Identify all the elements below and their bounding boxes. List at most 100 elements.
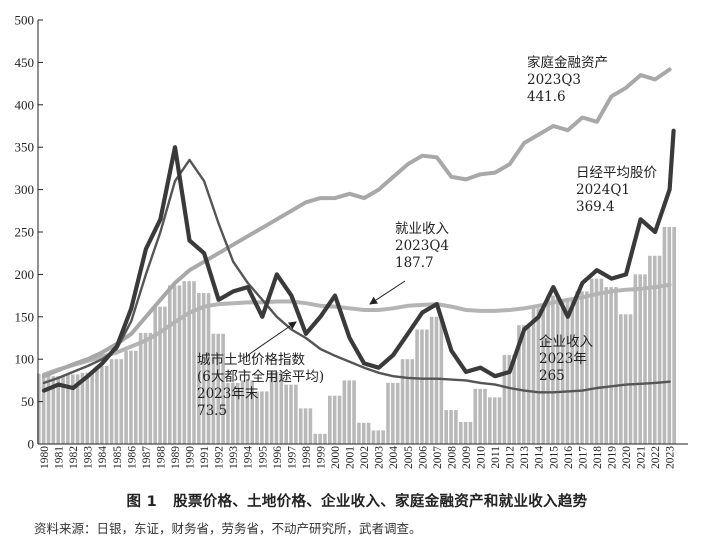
- corporate-income-bar: [589, 278, 594, 444]
- corporate-income-bar: [386, 382, 390, 444]
- x-tick-label: 1996: [272, 446, 284, 469]
- x-tick-label: 1980: [39, 446, 51, 469]
- corporate-income-bar: [594, 278, 599, 444]
- corporate-income-bar: [66, 374, 70, 444]
- svg-text:265: 265: [539, 368, 565, 384]
- x-tick-label: 1984: [97, 446, 109, 469]
- corporate-income-bar: [148, 332, 153, 444]
- corporate-income-bar: [425, 329, 429, 444]
- corporate-income-bar: [206, 293, 211, 444]
- corporate-income-bar: [638, 274, 642, 444]
- corporate-income-bar: [153, 306, 157, 444]
- corporate-income-bar: [235, 382, 240, 444]
- corporate-income-bar: [502, 354, 507, 444]
- corporate-income-bar: [604, 287, 609, 444]
- x-tick-label: 1986: [126, 446, 138, 469]
- corporate-income-bar: [560, 299, 565, 444]
- corporate-income-bar: [512, 354, 516, 444]
- corporate-income-bar: [318, 433, 322, 444]
- corporate-income-bar: [134, 350, 138, 444]
- corporate-income-bar: [400, 359, 405, 444]
- corporate-income-bar: [381, 430, 385, 444]
- x-tick-label: 2003: [374, 446, 386, 469]
- corporate-income-bar: [260, 391, 264, 444]
- land-price-arrow: [247, 321, 297, 356]
- x-tick-label: 2002: [359, 446, 371, 469]
- corporate-income-bar: [240, 380, 245, 444]
- corporate-income-bar: [201, 293, 206, 444]
- annotations: 家庭金融资产2023Q3441.6日经平均股价2024Q1369.4就业收入20…: [197, 54, 657, 419]
- corporate-income-bar: [104, 365, 109, 444]
- x-tick-label: 1985: [112, 446, 124, 469]
- corporate-income-bar: [565, 299, 570, 444]
- svg-text:441.6: 441.6: [527, 89, 566, 105]
- corporate-income-bar: [662, 226, 667, 444]
- corporate-income-bar: [366, 422, 371, 444]
- corporate-income-bar: [323, 433, 327, 444]
- corporate-income-bar: [119, 359, 124, 444]
- corporate-income-bar: [478, 388, 482, 444]
- corporate-income-bar: [526, 325, 531, 444]
- corporate-income-bar: [95, 365, 99, 444]
- x-tick-label: 1993: [228, 446, 240, 469]
- corporate-income-bar: [391, 382, 395, 444]
- x-tick-label: 2018: [592, 446, 604, 469]
- svg-text:369.4: 369.4: [576, 199, 615, 215]
- corporate-income-bar: [90, 372, 94, 444]
- svg-text:日经平均股价: 日经平均股价: [576, 165, 657, 181]
- y-tick-label: 0: [28, 437, 35, 452]
- corporate-income-bar: [492, 397, 497, 444]
- land-price-index-line: [42, 158, 671, 394]
- corporate-income-bar: [255, 391, 259, 444]
- corporate-income-bar: [619, 314, 623, 444]
- corporate-income-bar: [599, 278, 604, 444]
- corporate-income-bar: [294, 384, 298, 444]
- x-tick-label: 2021: [636, 446, 648, 469]
- x-tick-label: 2017: [577, 446, 589, 469]
- corporate-income-bar: [167, 285, 172, 444]
- corporate-income-bar: [177, 285, 182, 444]
- x-tick-label: 2014: [534, 446, 546, 469]
- corporate-income-bar: [376, 430, 381, 444]
- corporate-income-bar: [551, 295, 555, 444]
- svg-text:2023Q4: 2023Q4: [395, 238, 449, 254]
- corporate-income-bar: [570, 299, 575, 444]
- corporate-income-bar: [395, 382, 400, 444]
- corporate-income-bar: [555, 295, 560, 444]
- corporate-income-bar: [357, 422, 361, 444]
- corporate-income-bar: [522, 325, 526, 444]
- corporate-income-bar: [279, 371, 284, 444]
- corporate-income-bar: [308, 408, 313, 444]
- corporate-income-bar: [264, 391, 269, 444]
- x-tick-label: 1981: [54, 446, 66, 469]
- corporate-income-bar: [328, 395, 332, 444]
- svg-text:2024Q1: 2024Q1: [576, 182, 630, 198]
- corporate-income-bar: [633, 274, 638, 444]
- employment-arrow: [369, 280, 406, 305]
- x-tick-label: 2023: [665, 446, 677, 469]
- corporate-income-bar: [226, 382, 230, 444]
- corporate-income-bar: [337, 395, 342, 444]
- x-tick-label: 1982: [68, 446, 80, 469]
- corporate-income-bar: [473, 388, 478, 444]
- svg-text:(6大都市全用途平均): (6大都市全用途平均): [197, 368, 324, 385]
- svg-text:就业收入: 就业收入: [395, 221, 449, 237]
- corporate-income-bar: [415, 329, 419, 444]
- corporate-income-bar: [313, 433, 318, 444]
- svg-text:187.7: 187.7: [395, 255, 434, 271]
- x-tick-label: 2013: [519, 446, 531, 469]
- corporate-income-bar: [458, 421, 463, 444]
- corporate-income-bar: [85, 372, 90, 444]
- corporate-income-bar: [187, 281, 191, 444]
- corporate-income-bar: [41, 373, 46, 444]
- corporate-income-bar: [197, 293, 201, 444]
- x-tick-label: 1995: [257, 446, 269, 469]
- corporate-income-bar: [51, 376, 56, 444]
- corporate-income-bar: [488, 397, 492, 444]
- x-tick-label: 1998: [301, 446, 313, 469]
- household-financial-assets-line: [42, 67, 672, 379]
